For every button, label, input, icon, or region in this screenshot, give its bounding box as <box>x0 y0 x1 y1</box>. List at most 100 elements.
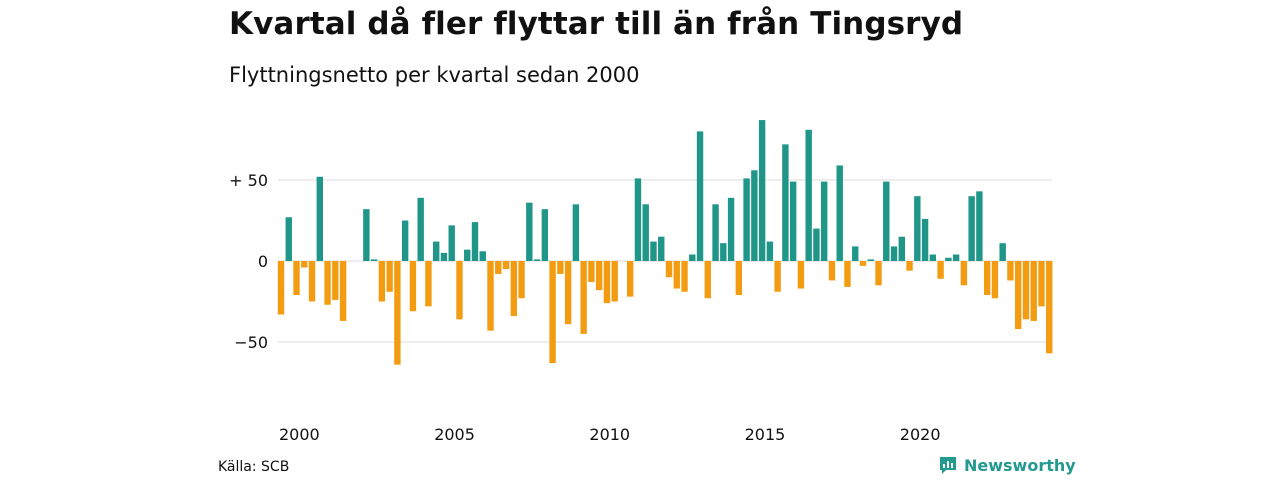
bar <box>914 196 921 261</box>
bar <box>564 261 572 325</box>
bar <box>921 218 929 261</box>
bar <box>595 261 603 291</box>
bar <box>588 261 595 283</box>
bar <box>696 131 704 261</box>
bar <box>883 181 890 261</box>
bar <box>277 261 285 315</box>
bar <box>557 261 564 274</box>
source-note: Källa: SCB <box>218 459 290 475</box>
bar <box>611 261 618 302</box>
bar <box>766 241 774 261</box>
bars <box>277 120 1053 365</box>
bar <box>285 217 292 261</box>
bar <box>642 204 649 261</box>
bar <box>735 261 743 296</box>
bar <box>797 261 805 289</box>
bar <box>727 197 735 261</box>
bar <box>541 209 549 261</box>
bar <box>370 259 378 261</box>
bar <box>751 170 758 261</box>
x-tick-label: 2015 <box>745 425 786 444</box>
bar <box>580 261 587 334</box>
bar <box>479 251 486 261</box>
bar <box>906 261 913 271</box>
bar <box>821 181 828 261</box>
x-tick-label: 2010 <box>589 425 630 444</box>
bar <box>572 204 580 261</box>
bar <box>789 181 797 261</box>
bar <box>658 236 665 261</box>
brand-name: Newsworthy <box>964 455 1076 475</box>
bar <box>960 261 968 286</box>
bar <box>720 243 727 261</box>
bar <box>417 197 424 261</box>
bar <box>627 261 634 297</box>
bar <box>324 261 331 305</box>
bar <box>339 261 347 321</box>
bar <box>471 222 479 261</box>
x-tick-label: 2000 <box>279 425 320 444</box>
bar <box>448 225 455 261</box>
bar <box>1022 261 1030 320</box>
bar <box>782 144 789 261</box>
bar <box>378 261 386 302</box>
newsworthy-logo-icon <box>940 457 956 474</box>
bar <box>743 178 750 261</box>
bar <box>867 259 874 261</box>
brand-logo: Newsworthy <box>938 455 1076 475</box>
x-tick-label: 2020 <box>900 425 941 444</box>
bar <box>1015 261 1022 330</box>
bar <box>510 261 517 317</box>
axis-labels: + 50 0 −50 2000 2005 2010 2015 2020 <box>229 171 940 444</box>
bar <box>828 261 836 281</box>
bar <box>991 261 999 299</box>
bar <box>603 261 611 304</box>
bar <box>875 261 882 286</box>
bar <box>689 254 696 261</box>
chart-title: Kvartal då fler flyttar till än från Tin… <box>229 6 964 42</box>
bar <box>898 236 905 261</box>
bar <box>433 241 440 261</box>
bar <box>1046 261 1053 354</box>
bar <box>937 261 944 279</box>
bar <box>1007 261 1014 281</box>
bar <box>999 243 1006 261</box>
bar <box>929 254 937 261</box>
bar <box>316 176 323 261</box>
y-tick-label: −50 <box>234 333 268 352</box>
bar <box>332 261 339 300</box>
bar <box>952 254 960 261</box>
bar <box>401 220 409 261</box>
bar <box>859 261 867 266</box>
bar <box>308 261 316 302</box>
bar <box>1038 261 1045 307</box>
bar <box>518 261 525 299</box>
bar <box>844 261 851 287</box>
bar <box>665 261 673 278</box>
bar <box>712 204 719 261</box>
bar <box>704 261 711 299</box>
bar <box>673 261 680 289</box>
bar <box>758 120 766 261</box>
bar <box>533 259 541 261</box>
bar <box>650 241 657 261</box>
bar <box>464 249 471 261</box>
x-tick-label: 2005 <box>434 425 475 444</box>
bar <box>394 261 401 365</box>
bar <box>549 261 556 364</box>
bar <box>968 196 975 261</box>
bar <box>976 191 983 261</box>
bar <box>805 129 812 261</box>
bar <box>852 246 859 261</box>
chart-subtitle: Flyttningsnetto per kvartal sedan 2000 <box>229 63 640 87</box>
bar <box>890 246 898 261</box>
bar <box>487 261 494 331</box>
bar <box>425 261 432 307</box>
bar <box>945 257 952 261</box>
y-tick-label: 0 <box>258 252 268 271</box>
bar <box>409 261 417 312</box>
bar <box>293 261 300 296</box>
bar <box>774 261 781 292</box>
bar <box>1030 261 1037 321</box>
